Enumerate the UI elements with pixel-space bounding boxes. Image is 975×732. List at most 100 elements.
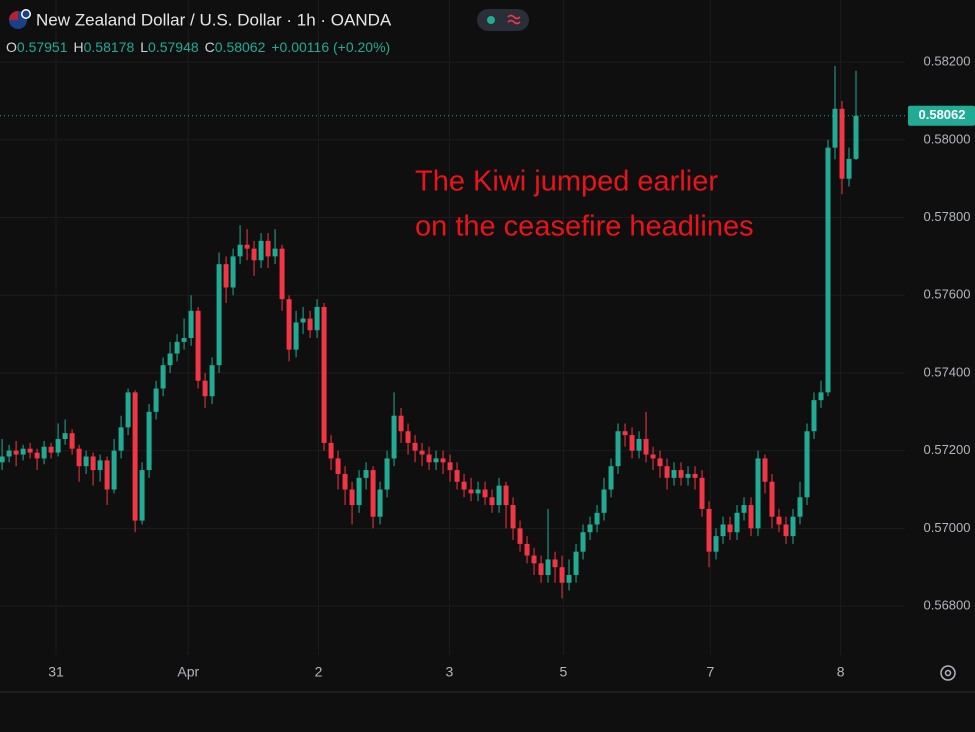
candle-body — [608, 466, 614, 490]
candle-body — [720, 524, 726, 537]
candle-body — [440, 458, 446, 463]
x-tick-label: Apr — [177, 664, 199, 680]
candle-body — [706, 508, 712, 552]
candle-body — [335, 458, 341, 474]
candle-body — [125, 392, 131, 428]
candle-body — [650, 454, 656, 459]
candle-body — [349, 489, 355, 506]
candle-body — [643, 438, 649, 455]
candle-body — [545, 559, 551, 575]
y-tick-label: 0.57400 — [924, 364, 971, 379]
candle-body — [258, 240, 264, 261]
candle-body — [188, 310, 194, 338]
status-pill[interactable] — [477, 9, 529, 31]
candle-body — [636, 438, 642, 451]
candle-body — [846, 158, 852, 179]
candle-body — [517, 528, 523, 544]
candle-body — [825, 147, 831, 393]
candle-body — [433, 458, 439, 463]
candle-body — [363, 470, 369, 478]
candle-body — [48, 446, 54, 453]
annotation: The Kiwi jumped earlier on the ceasefire … — [415, 166, 754, 243]
candle-body — [27, 448, 33, 453]
candle-body — [832, 108, 838, 148]
candle-body — [34, 452, 40, 459]
symbol-title: New Zealand Dollar / U.S. Dollar · 1h · … — [36, 10, 392, 29]
candle-body — [90, 456, 96, 471]
candle-body — [839, 108, 845, 179]
candle-body — [6, 450, 12, 457]
candle-body — [692, 473, 698, 478]
candle-body — [503, 485, 509, 506]
last-price-tag — [908, 105, 975, 126]
ohlc-label: H — [74, 39, 84, 55]
candle-body — [615, 431, 621, 467]
candle-body — [237, 244, 243, 257]
candle-body — [461, 481, 467, 490]
candle-body — [741, 505, 747, 513]
candle-body — [405, 431, 411, 443]
candle-body — [524, 543, 530, 556]
candle-body — [678, 470, 684, 478]
candle-body — [202, 380, 208, 397]
candle-body — [314, 306, 320, 331]
annotation-line: on the ceasefire headlines — [415, 211, 754, 243]
candle-body — [41, 446, 47, 459]
last-price-label: 0.58062 — [919, 107, 966, 122]
x-tick-label: 2 — [315, 664, 323, 680]
candle-body — [167, 353, 173, 366]
candle-body — [699, 477, 705, 509]
candle-body — [447, 462, 453, 471]
candle-body — [286, 299, 292, 350]
x-tick-label: 7 — [707, 664, 715, 680]
candle-body — [622, 431, 628, 436]
candle-body — [811, 400, 817, 432]
candle-body — [111, 450, 117, 490]
candle-body — [580, 532, 586, 552]
candle-body — [132, 392, 138, 521]
annotation-line: The Kiwi jumped earlier — [415, 166, 718, 198]
candle-body — [762, 458, 768, 482]
candle-body — [244, 244, 250, 249]
ohlc-label: O — [6, 39, 17, 55]
symbol-flag — [9, 9, 31, 29]
candle-body — [97, 460, 103, 471]
ohlc-legend: O0.57951 H0.58178 L0.57948 C0.58062 +0.00116… — [6, 39, 390, 55]
candle-body — [146, 411, 152, 471]
y-tick-label: 0.57800 — [924, 209, 971, 224]
candle-body — [783, 524, 789, 537]
candle-body — [818, 392, 824, 401]
candle-body — [20, 448, 26, 455]
candle-body — [671, 470, 677, 478]
candle-body — [195, 310, 201, 381]
candle-body — [356, 477, 362, 506]
candle-body — [265, 240, 271, 257]
candle-body — [587, 524, 593, 533]
candle-body — [160, 365, 166, 389]
y-tick-label: 0.58000 — [924, 131, 971, 146]
candle-body — [531, 555, 537, 564]
candle-body — [104, 460, 110, 490]
ohlc-value: 0.58062 — [215, 39, 266, 55]
candle-body — [307, 318, 313, 331]
candle-body — [510, 505, 516, 529]
candle-body — [76, 448, 82, 467]
y-tick-label: 0.58200 — [924, 54, 971, 69]
settings-button[interactable] — [940, 665, 956, 681]
candle-body — [342, 473, 348, 490]
x-tick-label: 5 — [560, 664, 568, 680]
candle-body — [279, 248, 285, 300]
candle-body — [412, 442, 418, 451]
candle-body — [657, 458, 663, 467]
candle-body — [293, 322, 299, 350]
candle-body — [300, 318, 306, 323]
candle-body — [538, 563, 544, 575]
candle-body — [139, 470, 145, 521]
candle-body — [69, 433, 75, 449]
candle-body — [13, 450, 19, 455]
candle-body — [0, 456, 5, 463]
candle-body — [216, 264, 222, 366]
candle-body — [769, 481, 775, 517]
candle-body — [804, 431, 810, 498]
